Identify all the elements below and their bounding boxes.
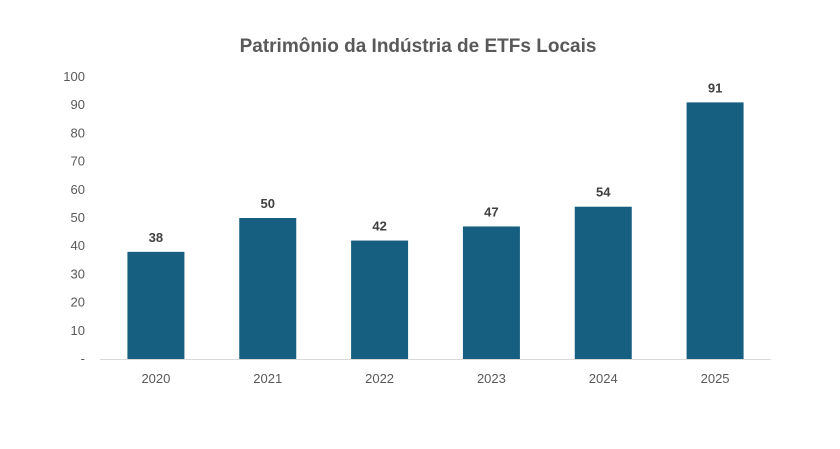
data-label-2023: 47 [484,204,498,219]
x-tick-label: 2020 [141,371,170,386]
bars [127,102,744,359]
bar-2020 [127,251,185,359]
data-label-2024: 54 [596,185,611,200]
bar-2024 [574,206,632,359]
chart-title: Patrimônio da Indústria de ETFs Locais [240,36,597,57]
y-tick-label: 50 [71,210,85,225]
y-tick-label: 10 [71,323,85,338]
y-tick-label: 90 [71,97,85,112]
bar-2025 [686,102,744,359]
bar-2022 [351,240,409,359]
x-axis: 2020 2021 2022 2023 2024 2025 [100,359,771,386]
y-tick-label: 70 [71,154,85,169]
x-tick-label: 2022 [365,371,394,386]
bar-2023 [462,226,520,359]
y-tick-label: - [81,351,85,366]
x-tick-label: 2025 [701,371,730,386]
y-tick-label: 40 [71,238,85,253]
bar-2021 [239,218,297,359]
x-tick-label: 2021 [253,371,282,386]
y-tick-label: 60 [71,182,85,197]
x-tick-label: 2023 [477,371,506,386]
x-tick-label: 2024 [589,371,618,386]
data-label-2020: 38 [149,230,163,245]
y-axis: - 10 20 30 40 50 60 70 80 90 100 [63,69,85,366]
data-label-2025: 91 [708,80,722,95]
y-tick-label: 100 [63,69,85,84]
data-labels: 38 50 42 47 54 91 [149,80,723,244]
y-tick-label: 20 [71,295,85,310]
y-tick-label: 30 [71,266,85,281]
data-label-2021: 50 [261,196,275,211]
data-label-2022: 42 [372,219,386,234]
y-tick-label: 80 [71,125,85,140]
